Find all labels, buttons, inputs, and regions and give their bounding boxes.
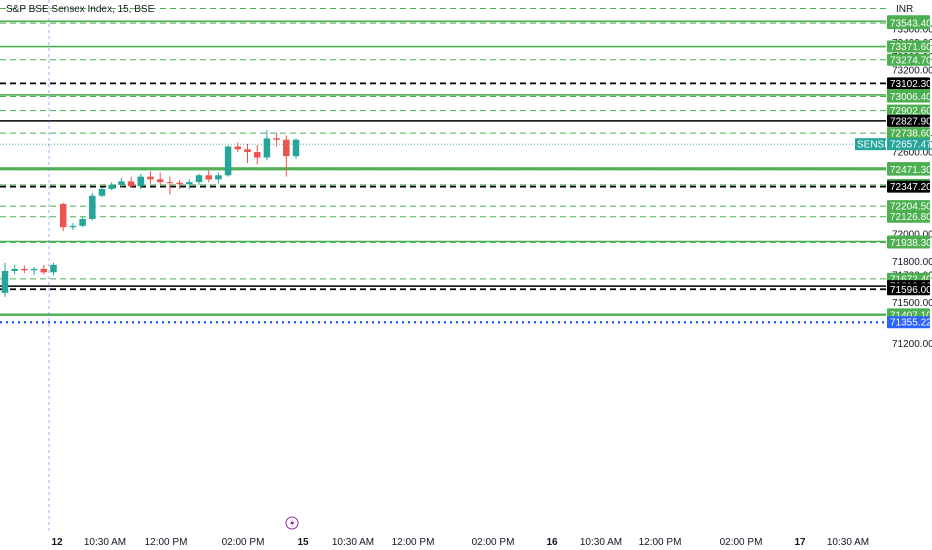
time-tick-label: 12:00 PM <box>392 537 435 548</box>
candle-body <box>166 182 174 184</box>
price-level-badge <box>887 127 930 140</box>
price-level-badge <box>887 114 930 127</box>
price-level-label: 71355.22 <box>890 318 932 329</box>
candle-body <box>253 152 261 158</box>
price-level-label: 71672.40 <box>890 274 932 285</box>
price-level-label: 72738.60 <box>890 129 932 140</box>
candle-body <box>186 182 193 185</box>
price-level-label: 73371.60 <box>890 42 932 53</box>
price-axis[interactable]: 73500.0073400.0073300.0073200.0072700.00… <box>855 15 932 350</box>
time-tick-label: 02:00 PM <box>222 537 265 548</box>
price-level-badge <box>887 236 930 249</box>
candle-body <box>127 181 135 187</box>
candle-body <box>224 146 232 176</box>
price-levels-layer <box>0 8 886 324</box>
price-level-label: 71938.30 <box>890 238 932 249</box>
candle-body <box>273 138 280 140</box>
price-level-label: 73006.40 <box>890 92 932 103</box>
candle-body <box>89 195 96 220</box>
candle-body <box>234 146 242 150</box>
candle-body <box>108 184 115 189</box>
candle-body <box>11 268 18 271</box>
candle-body <box>215 175 222 180</box>
candle-body <box>244 149 251 153</box>
price-level-label: 72126.80 <box>890 212 932 223</box>
symbol-label: SENSEX <box>857 140 898 151</box>
candle-body <box>137 176 145 187</box>
price-tick-label: 71800.00 <box>892 257 932 268</box>
candle-body <box>195 175 203 183</box>
candle-body <box>30 268 38 271</box>
price-level-label: 72902.60 <box>890 106 932 117</box>
candle-body <box>205 175 212 180</box>
time-tick-label: 12:00 PM <box>639 537 682 548</box>
price-level-badge <box>887 77 930 90</box>
price-level-badge <box>887 200 930 213</box>
time-tick-label: 12 <box>51 537 63 548</box>
candle-body <box>263 138 271 158</box>
price-tick-label: 73200.00 <box>892 66 932 77</box>
candle-body <box>156 179 164 183</box>
candle-body <box>118 181 125 185</box>
price-level-label: 72827.90 <box>890 116 932 127</box>
price-tick-label: 72600.00 <box>892 148 932 159</box>
candle-body <box>292 139 300 157</box>
time-tick-label: 10:30 AM <box>84 537 126 548</box>
time-axis[interactable]: 12 10:30 AM 12:00 PM 02:00 PM 15 10:30 AM 12:0… <box>51 537 869 548</box>
price-level-label: 73102.30 <box>890 79 932 90</box>
time-tick-label: 10:30 AM <box>827 537 869 548</box>
currency-label: INR <box>896 4 913 15</box>
price-level-label: 71407.10 <box>890 311 932 322</box>
price-level-label: 72347.20 <box>890 182 932 193</box>
price-level-label: 71596.00 <box>890 285 932 296</box>
candle-body <box>98 188 106 196</box>
last-price-label: 72657.47 <box>890 140 932 151</box>
time-tick-label: 10:30 AM <box>332 537 374 548</box>
candle-body <box>50 264 57 273</box>
candle-body <box>79 219 86 226</box>
time-tick-label: 17 <box>794 537 806 548</box>
time-tick-label: 02:00 PM <box>720 537 763 548</box>
price-level-badge <box>887 53 930 66</box>
price-level-label: 72204.50 <box>890 202 932 213</box>
candle-body <box>176 182 183 185</box>
price-level-badge <box>887 210 930 223</box>
price-tick-label: 71200.00 <box>892 339 932 350</box>
price-level-badge <box>887 283 930 296</box>
candle-body <box>21 268 28 271</box>
price-level-label: 72471.30 <box>890 165 932 176</box>
time-tick-label: 02:00 PM <box>472 537 515 548</box>
price-level-badge <box>887 40 930 53</box>
price-level-badge <box>887 104 930 117</box>
price-level-badge <box>887 163 930 176</box>
price-level-badge <box>887 316 930 329</box>
time-tick-label: 16 <box>546 537 558 548</box>
time-tick-label: 12:00 PM <box>145 537 188 548</box>
price-level-badge <box>887 17 930 30</box>
candle-body <box>69 225 77 228</box>
price-tick-label: 72000.00 <box>892 230 932 241</box>
candle-body <box>283 139 290 157</box>
price-level-badge <box>887 180 930 193</box>
candle-body <box>1 270 9 293</box>
time-tick-label: 15 <box>297 537 309 548</box>
candle-body <box>147 176 154 180</box>
candle-body <box>40 268 48 273</box>
price-tick-label: 73500.00 <box>892 25 932 36</box>
candle-body <box>59 203 67 228</box>
lightning-icon[interactable] <box>285 516 299 530</box>
chart-title: S&P BSE Sensex Index, 15, BSE <box>6 4 155 15</box>
candles-layer <box>1 130 300 297</box>
price-level-label: 73274.70 <box>890 55 932 66</box>
price-level-label: 73543.40 <box>890 19 932 30</box>
time-tick-label: 10:30 AM <box>580 537 622 548</box>
price-level-badge <box>887 90 930 103</box>
symbol-badge[interactable] <box>855 138 886 151</box>
price-tick-label: 71500.00 <box>892 298 932 309</box>
last-price-badge[interactable] <box>887 138 930 151</box>
